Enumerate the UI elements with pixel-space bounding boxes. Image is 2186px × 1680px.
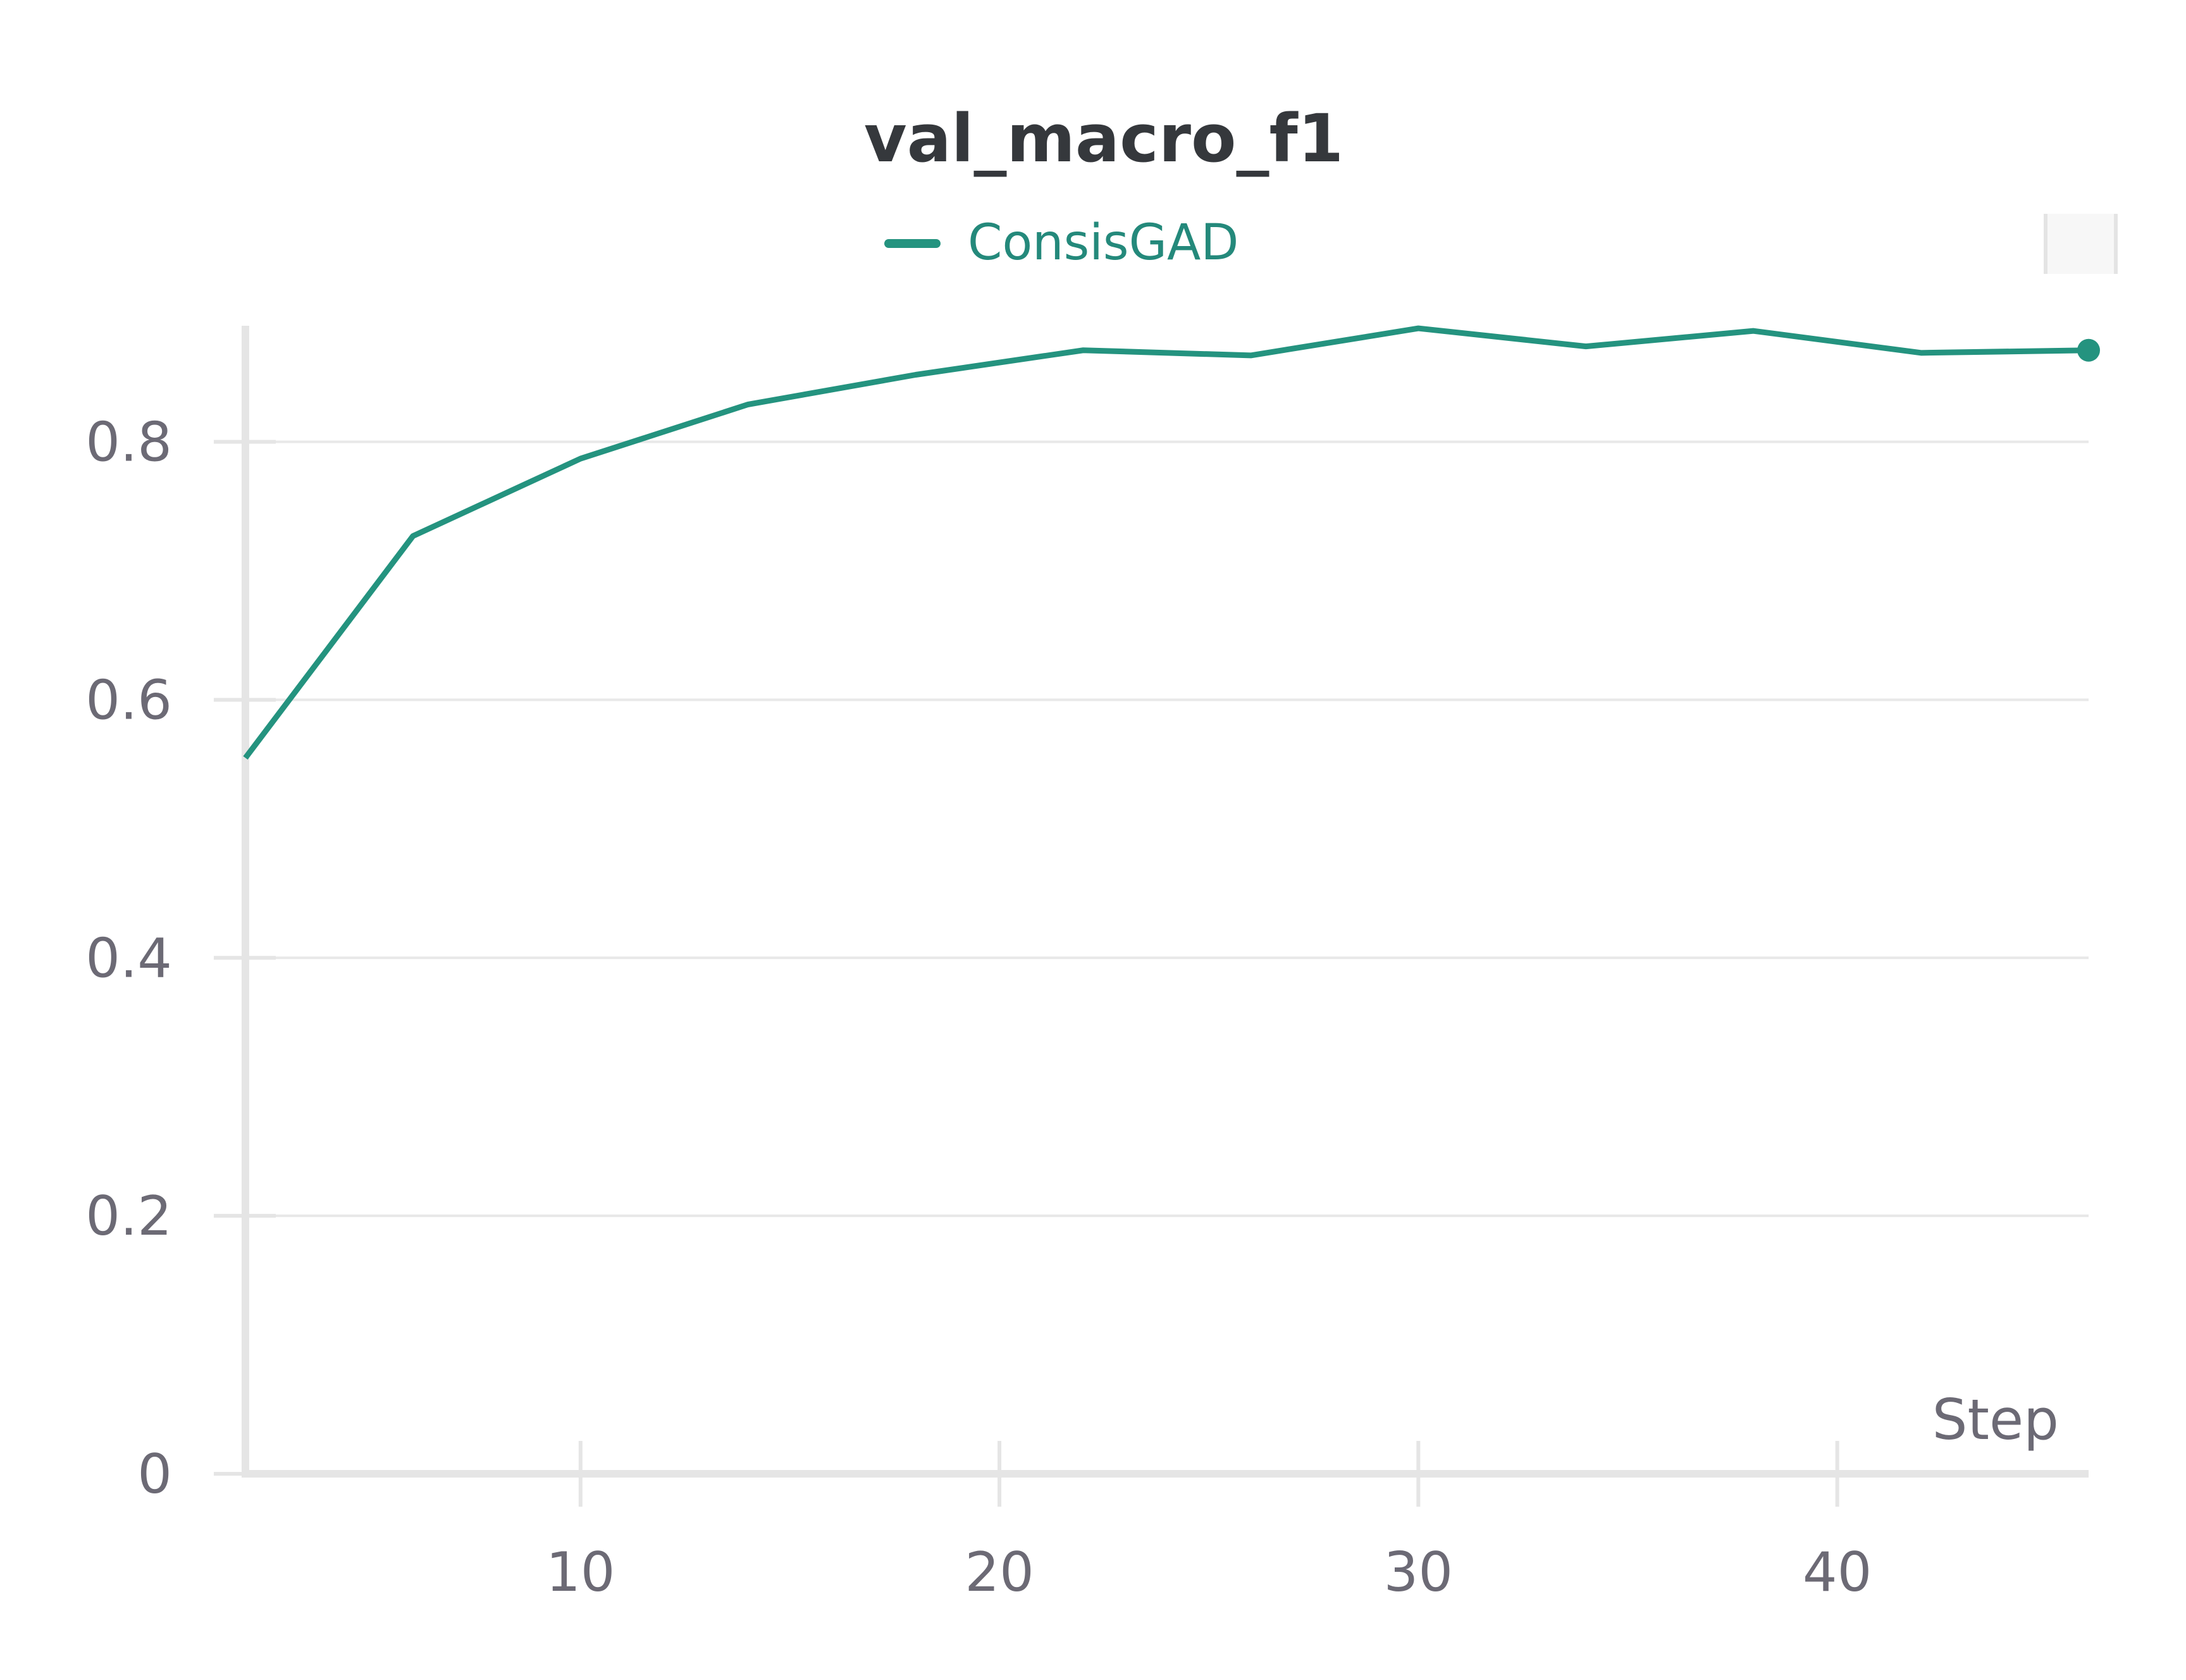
y-tick-label: 0.6 [85, 669, 172, 732]
y-tick-label: 0 [137, 1443, 172, 1506]
y-tick-label: 0.8 [85, 411, 172, 474]
last-point-marker [2077, 338, 2100, 362]
grid-lines [245, 440, 2089, 1218]
legend[interactable]: ConsisGAD [884, 214, 1238, 271]
x-tick-label: 30 [1384, 1541, 1453, 1604]
x-axis-label: Step [1932, 1387, 2059, 1452]
x-tick-label: 40 [1803, 1541, 1872, 1604]
chart-title: val_macro_f1 [864, 100, 1343, 177]
panel-toggle[interactable] [2044, 214, 2117, 274]
y-tick-label: 0.4 [85, 927, 172, 990]
series-group [243, 325, 2100, 760]
series-line-consisgad [243, 325, 2089, 760]
x-axis: 10 20 30 40 [546, 1441, 1872, 1604]
y-tick-label: 0.2 [85, 1185, 172, 1248]
legend-label: ConsisGAD [968, 214, 1238, 271]
x-tick-label: 20 [965, 1541, 1034, 1604]
y-axis: 0 0.2 0.4 0.6 0.8 [85, 411, 276, 1506]
x-tick-label: 10 [546, 1541, 615, 1604]
